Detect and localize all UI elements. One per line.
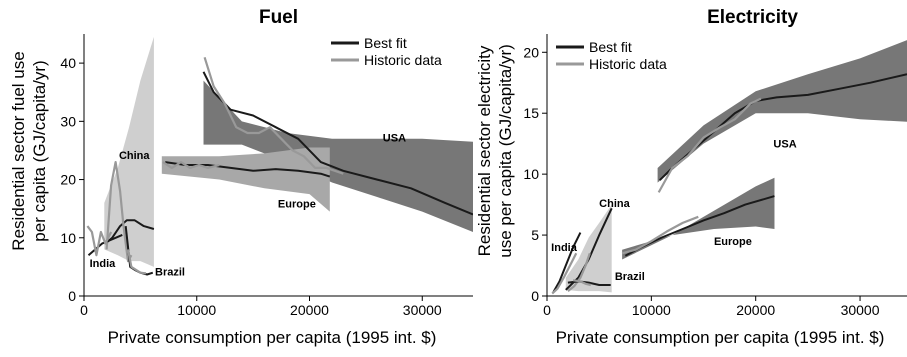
y-tick-label: 40 — [60, 55, 76, 71]
annotation-india: India — [90, 258, 117, 270]
line-china-best-fit — [104, 219, 155, 245]
x-tick-label: 10000 — [632, 302, 671, 318]
line-china-historic — [105, 161, 133, 263]
line-india-historic — [551, 252, 578, 295]
y-tick-label: 15 — [523, 105, 539, 121]
line-usa-historic — [203, 56, 344, 175]
annotation-usa: USA — [383, 133, 406, 145]
chart-panel-1: China India Brazil USA Europe 0 10000 20000 3000… — [475, 7, 907, 347]
line-europe-historic — [162, 161, 220, 169]
annotation-india: India — [551, 242, 578, 254]
legend-label: Best fit — [589, 39, 632, 55]
line-europe-best-fit — [165, 161, 331, 178]
y-axis-label: Residential sector fuel use per capita (G… — [9, 51, 49, 250]
annotation-europe: Europe — [278, 199, 316, 211]
x-tick-label: 0 — [80, 302, 88, 318]
y-tick-label: 5 — [531, 227, 539, 243]
line-usa-historic — [657, 97, 762, 193]
legend-label: Historic data — [364, 52, 442, 68]
x-tick-label: 0 — [543, 302, 551, 318]
chart-title: Electricity — [707, 7, 798, 28]
annotation-brazil: Brazil — [615, 271, 645, 283]
y-tick-label: 0 — [531, 288, 539, 304]
y-tick-label: 30 — [60, 113, 76, 129]
chart-title: Fuel — [259, 7, 298, 28]
legend-label: Best fit — [364, 35, 407, 51]
line-india-historic — [86, 225, 113, 257]
x-axis-label: Private consumption per capita (1995 int… — [108, 328, 437, 347]
band-europe — [161, 147, 330, 212]
band-china — [104, 36, 154, 267]
plot-area — [551, 40, 907, 295]
line-brazil-historic — [572, 279, 592, 287]
y-tick-label: 20 — [523, 44, 539, 60]
annotation-brazil: Brazil — [155, 267, 185, 279]
y-axis-label: Residential sector electricity use per ca… — [475, 44, 515, 258]
line-europe-historic — [621, 215, 699, 255]
line-brazil-best-fit — [567, 280, 611, 286]
annotation-china: China — [599, 198, 630, 210]
annotation-usa: USA — [773, 138, 796, 150]
x-tick-label: 10000 — [177, 302, 216, 318]
band-china — [565, 204, 612, 293]
y-tick-label: 20 — [60, 172, 76, 188]
line-india-best-fit — [552, 232, 582, 293]
x-axis-label: Private consumption per capita (1995 int… — [556, 328, 885, 347]
x-tick-label: 30000 — [841, 302, 880, 318]
line-china-historic — [567, 252, 591, 292]
line-usa-best-fit — [202, 71, 473, 216]
legend-label: Historic data — [589, 56, 667, 72]
chart-panel-0: China India Brazil USA Europe 0 10000 20000 3000… — [9, 7, 473, 347]
band-usa — [203, 80, 473, 232]
plot-area — [86, 36, 473, 276]
band-usa — [657, 40, 907, 183]
y-tick-label: 0 — [68, 288, 76, 304]
x-tick-label: 20000 — [736, 302, 775, 318]
x-tick-label: 20000 — [290, 302, 329, 318]
y-tick-label: 10 — [60, 230, 76, 246]
annotation-china: China — [119, 150, 150, 162]
line-brazil-historic — [126, 249, 147, 275]
x-tick-label: 30000 — [403, 302, 442, 318]
annotation-europe: Europe — [714, 236, 752, 248]
y-tick-label: 10 — [523, 166, 539, 182]
